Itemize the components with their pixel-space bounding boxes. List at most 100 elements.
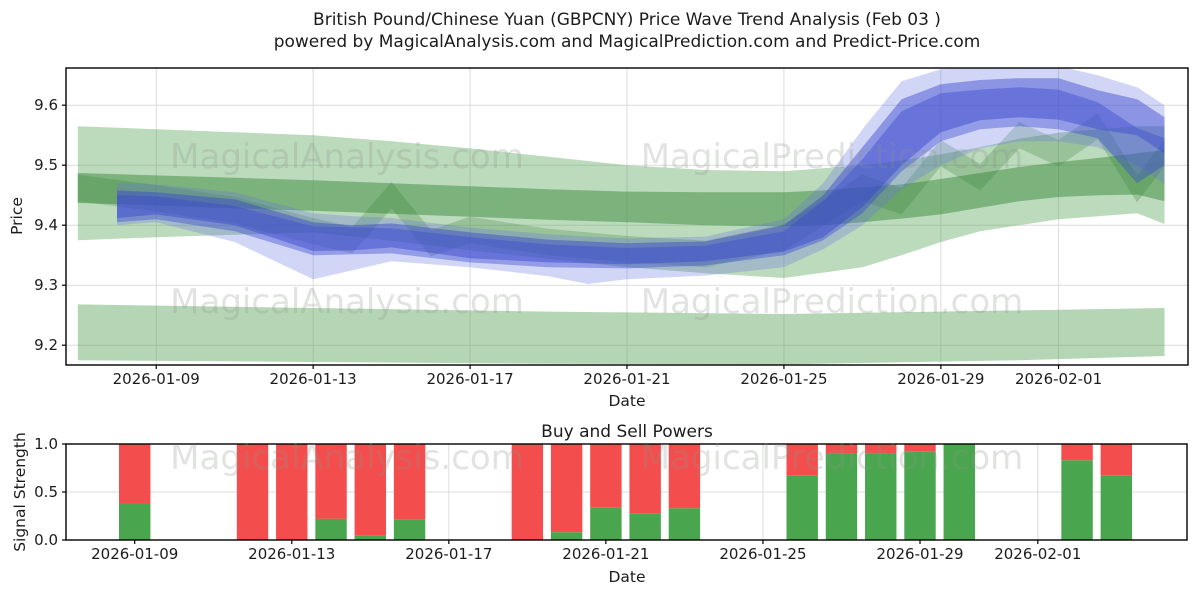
sell-segment <box>276 444 308 540</box>
x-tick-label: 2026-01-21 <box>583 370 670 388</box>
y-tick-label: 9.2 <box>34 336 58 354</box>
sell-segment <box>119 444 151 504</box>
sell-segment <box>550 444 583 533</box>
buy-segment <box>119 503 151 540</box>
bar-2026-01-30 <box>943 444 975 540</box>
power-x-axis-label: Date <box>608 568 645 586</box>
x-tick-label: 2026-01-09 <box>91 545 178 563</box>
watermark-prediction: MagicalPrediction.com <box>641 137 1024 177</box>
x-tick-label: 2026-02-01 <box>994 545 1081 563</box>
bar-2026-01-13 <box>276 444 308 540</box>
power-y-axis-label: Signal Strength <box>11 432 29 552</box>
bar-2026-01-16 <box>393 444 426 540</box>
power-chart-title: Buy and Sell Powers <box>541 422 713 442</box>
bar-layer <box>119 444 1133 540</box>
bar-2026-01-27 <box>825 444 858 540</box>
buy-segment <box>865 453 897 540</box>
price-y-axis-label: Price <box>8 197 26 235</box>
x-tick-label: 2026-01-25 <box>719 545 806 563</box>
watermark-prediction: MagicalPrediction.com <box>641 438 1024 478</box>
sell-segment <box>825 444 858 454</box>
bar-2026-01-21 <box>590 444 622 540</box>
price-chart: 2026-01-09 2026-01-13 2026-01-17 2026-01-21… <box>34 67 1189 388</box>
bar-2026-01-19 <box>511 444 544 540</box>
y-tick-label: 9.4 <box>34 216 58 234</box>
bar-2026-01-29 <box>904 444 936 540</box>
buy-segment <box>904 451 936 540</box>
axis-ticks: 2026-01-09 2026-01-13 2026-01-17 2026-01-21… <box>34 435 1081 563</box>
sell-segment <box>904 444 936 452</box>
buy-segment <box>393 519 426 540</box>
sell-segment <box>629 444 661 514</box>
x-tick-label: 2026-02-01 <box>1015 370 1102 388</box>
x-tick-label: 2026-01-29 <box>897 370 984 388</box>
sell-segment <box>511 444 544 540</box>
sell-segment <box>1061 444 1093 461</box>
buy-segment <box>354 535 387 540</box>
buy-segment <box>1100 475 1133 540</box>
buy-segment <box>315 518 347 540</box>
price-x-axis-label: Date <box>608 392 645 410</box>
y-tick-label: 9.5 <box>34 156 58 174</box>
band-prediction-core-a <box>117 78 1165 265</box>
bar-2026-01-26 <box>786 444 818 540</box>
y-tick-label: 0.0 <box>34 531 58 549</box>
bar-2026-01-14 <box>315 444 347 540</box>
buy-segment <box>825 453 858 540</box>
x-tick-label: 2026-01-25 <box>740 370 827 388</box>
buy-segment <box>1061 460 1093 540</box>
sell-segment <box>668 444 701 509</box>
chart-title: British Pound/Chinese Yuan (GBPCNY) Pric… <box>313 10 941 30</box>
bar-2026-01-22 <box>629 444 661 540</box>
buy-segment <box>786 475 818 540</box>
band-wave-band <box>77 113 1165 268</box>
bar-2026-01-12 <box>236 444 269 540</box>
bar-2026-01-23 <box>668 444 701 540</box>
watermark-analysis: MagicalAnalysis.com <box>170 137 524 177</box>
x-tick-label: 2026-01-21 <box>562 545 649 563</box>
bar-2026-01-09 <box>119 444 151 540</box>
sell-segment <box>590 444 622 508</box>
bar-2026-01-15 <box>354 444 387 540</box>
chart-subtitle: powered by MagicalAnalysis.com and Magic… <box>274 32 981 52</box>
watermark-layer: MagicalAnalysis.com MagicalPrediction.co… <box>170 137 1023 478</box>
x-tick-label: 2026-01-13 <box>270 370 357 388</box>
buy-segment <box>943 444 975 540</box>
bar-2026-02-02 <box>1061 444 1093 540</box>
y-tick-label: 0.5 <box>34 483 58 501</box>
bar-2026-01-28 <box>865 444 897 540</box>
sell-segment <box>786 444 818 476</box>
axis-ticks: 2026-01-09 2026-01-13 2026-01-17 2026-01-21… <box>34 96 1102 388</box>
y-tick-label: 1.0 <box>34 435 58 453</box>
buy-segment <box>550 532 583 540</box>
x-tick-label: 2026-01-17 <box>426 370 513 388</box>
band-layer <box>77 68 1165 365</box>
watermark-analysis: MagicalAnalysis.com <box>170 438 524 478</box>
x-tick-label: 2026-01-09 <box>113 370 200 388</box>
sell-segment <box>236 444 269 540</box>
watermark-prediction: MagicalPrediction.com <box>641 282 1024 322</box>
buy-segment <box>590 507 622 540</box>
y-tick-label: 9.6 <box>34 96 58 114</box>
x-tick-label: 2026-01-17 <box>405 545 492 563</box>
band-prediction-range <box>117 68 1165 284</box>
y-tick-label: 9.3 <box>34 276 58 294</box>
band-trend-range-inner <box>77 150 1165 227</box>
buy-segment <box>668 508 701 540</box>
band-support-zone <box>77 304 1165 365</box>
band-prediction-core-b <box>117 87 1165 269</box>
watermark-analysis: MagicalAnalysis.com <box>170 282 524 322</box>
sell-segment <box>1100 444 1133 476</box>
bar-2026-02-03 <box>1100 444 1133 540</box>
sell-segment <box>354 444 387 536</box>
power-chart: 2026-01-09 2026-01-13 2026-01-17 2026-01-21… <box>34 435 1188 563</box>
x-tick-label: 2026-01-13 <box>248 545 335 563</box>
sell-segment <box>865 444 897 454</box>
bar-2026-01-20 <box>550 444 583 540</box>
sell-segment <box>393 444 426 520</box>
sell-segment <box>315 444 347 519</box>
buy-segment <box>629 513 661 540</box>
x-tick-label: 2026-01-29 <box>876 545 963 563</box>
